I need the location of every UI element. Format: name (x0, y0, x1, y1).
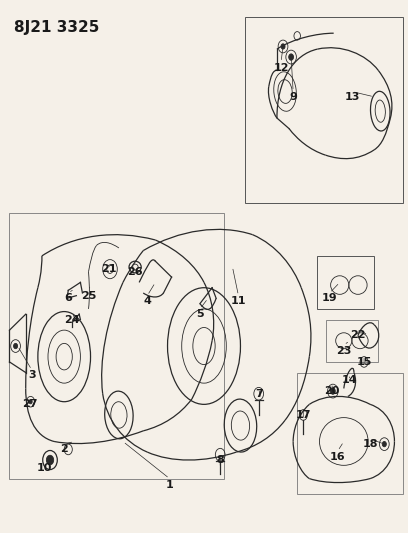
Text: 23: 23 (336, 346, 351, 357)
Text: 25: 25 (81, 290, 96, 301)
Text: 8: 8 (216, 455, 224, 465)
Text: 27: 27 (22, 399, 38, 409)
Text: 19: 19 (322, 293, 337, 303)
Text: 4: 4 (143, 296, 151, 306)
Text: 10: 10 (36, 463, 52, 473)
Text: 11: 11 (231, 296, 246, 306)
Text: 7: 7 (255, 389, 263, 399)
Text: 16: 16 (330, 453, 346, 463)
Text: 5: 5 (196, 309, 204, 319)
Text: 13: 13 (344, 92, 359, 102)
Circle shape (47, 455, 54, 465)
Text: 3: 3 (28, 370, 35, 380)
Circle shape (289, 54, 293, 60)
Text: 15: 15 (356, 357, 372, 367)
Circle shape (330, 388, 335, 394)
Text: 2: 2 (60, 445, 68, 455)
Text: 8J21 3325: 8J21 3325 (13, 20, 99, 35)
Text: 20: 20 (324, 386, 339, 396)
Text: 12: 12 (273, 63, 289, 72)
Circle shape (13, 343, 18, 349)
Text: 1: 1 (166, 480, 173, 490)
Text: 6: 6 (64, 293, 72, 303)
Text: 9: 9 (289, 92, 297, 102)
Text: 17: 17 (295, 410, 311, 420)
Circle shape (382, 441, 386, 447)
Text: 14: 14 (342, 375, 358, 385)
Circle shape (281, 44, 285, 49)
Text: 26: 26 (127, 267, 143, 277)
Text: 22: 22 (350, 330, 366, 341)
Circle shape (29, 400, 32, 404)
Text: 21: 21 (101, 264, 117, 274)
Text: 24: 24 (64, 314, 80, 325)
Text: 18: 18 (362, 439, 378, 449)
